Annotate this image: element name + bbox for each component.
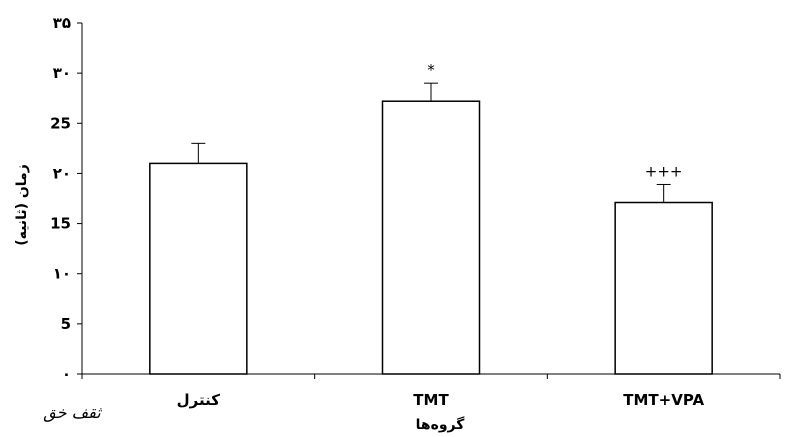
bar bbox=[381, 100, 481, 375]
y-tick-label: ۳۰ bbox=[53, 64, 71, 82]
x-category-label: TMT+VPA bbox=[623, 391, 704, 409]
bar bbox=[614, 201, 713, 375]
bar bbox=[149, 162, 248, 375]
y-tick-label: 25 bbox=[50, 114, 71, 132]
x-category-label: کنترل bbox=[177, 391, 221, 409]
x-category-label: TMT bbox=[413, 391, 449, 409]
significance-label: +++ bbox=[645, 162, 683, 180]
y-axis-title: زمان (ثانیه) bbox=[14, 164, 30, 246]
bars bbox=[149, 82, 713, 375]
labels: کنترل * TMT +++ TMT+VPA bbox=[177, 61, 705, 409]
y-tick-label: ۲۰ bbox=[53, 164, 71, 182]
y-axis: ۰ 5 ۱۰ 15 ۲۰ 25 ۳۰ ۳۵ bbox=[50, 14, 83, 383]
y-tick-label: ۳۵ bbox=[53, 14, 71, 32]
y-tick-label: ۱۰ bbox=[53, 265, 71, 283]
x-axis-title: گروه‌ها bbox=[416, 416, 466, 433]
significance-label: * bbox=[427, 61, 435, 79]
y-tick-label: 5 bbox=[61, 315, 71, 333]
watermark-logo: ثقف خق bbox=[43, 403, 102, 422]
y-tick-label: 15 bbox=[50, 215, 71, 233]
y-tick-label: ۰ bbox=[62, 365, 71, 383]
